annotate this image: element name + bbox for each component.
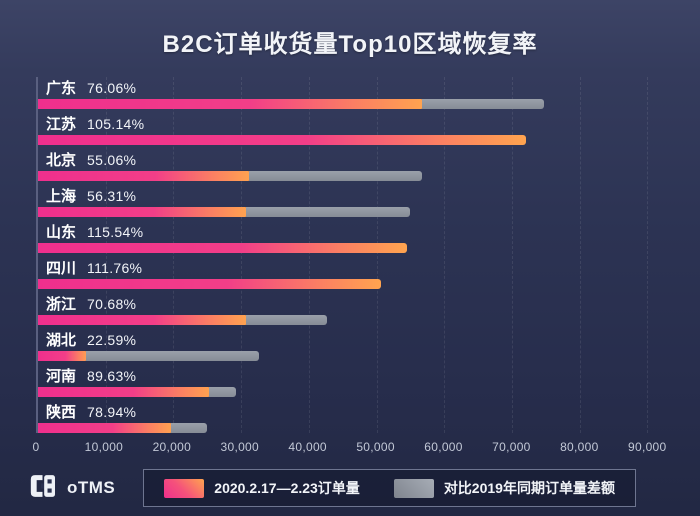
recovery-rate-value: 78.94%: [87, 404, 137, 420]
bar-track: [38, 99, 688, 109]
recovery-rate-value: 22.59%: [87, 332, 137, 348]
chart-row: 江苏 105.14%: [38, 113, 688, 145]
bar-chart: 广东 76.06% 江苏 105.14% 北京 55.06% 上海 5: [32, 77, 688, 456]
recovery-rate-value: 105.14%: [87, 116, 145, 132]
x-axis-tick-label: 70,000: [492, 440, 531, 454]
chart-row: 上海 56.31%: [38, 185, 688, 217]
bar-track: [38, 207, 688, 217]
chart-row: 陕西 78.94%: [38, 401, 688, 433]
legend-label-2019: 对比2019年同期订单量差额: [443, 480, 615, 496]
order-volume-2020-bar: [38, 207, 248, 217]
order-volume-2020-bar: [38, 315, 248, 325]
order-volume-2020-bar: [38, 423, 174, 433]
order-volume-2020-bar: [38, 387, 211, 397]
x-axis-tick-label: 20,000: [152, 440, 192, 454]
difference-2019-bar: [245, 207, 410, 217]
region-label: 陕西: [46, 404, 77, 421]
legend-swatch-2019-icon: [393, 478, 434, 498]
x-axis-tick-label: 30,000: [220, 440, 260, 454]
difference-2019-bar: [208, 387, 236, 397]
chart-title: B2C订单收货量Top10区域恢复率: [162, 31, 538, 58]
region-label: 湖北: [46, 332, 77, 349]
order-volume-2020-bar: [38, 135, 526, 145]
chart-row: 山东 115.54%: [38, 221, 688, 253]
chart-row: 广东 76.06%: [38, 77, 688, 109]
chart-row: 浙江 70.68%: [38, 293, 688, 325]
gridline: [444, 77, 446, 433]
chart-row: 湖北 22.59%: [38, 329, 688, 361]
x-axis-tick-label: 90,000: [627, 440, 667, 454]
bar-track: [38, 423, 688, 433]
legend-label-2020: 2020.2.17—2.23订单量: [214, 480, 360, 496]
bar-track: [38, 315, 688, 325]
chart-legend: 2020.2.17—2.23订单量 对比2019年同期订单量差额: [143, 469, 636, 507]
bar-track: [38, 387, 688, 397]
chart-row: 北京 55.06%: [38, 149, 688, 181]
x-axis-tick-label: 60,000: [424, 440, 463, 454]
x-axis-tick-label: 50,000: [356, 440, 395, 454]
recovery-rate-value: 56.31%: [87, 188, 137, 204]
difference-2019-bar: [86, 351, 260, 361]
otms-logo: oTMS: [30, 474, 116, 502]
x-axis-tick-label: 0: [32, 440, 40, 454]
region-label: 江苏: [46, 116, 77, 133]
region-label: 广东: [46, 80, 77, 97]
difference-2019-bar: [245, 315, 328, 325]
legend-swatch-2020-icon: [164, 478, 205, 498]
gridline: [579, 77, 581, 433]
gridline: [241, 77, 243, 433]
bar-track: [38, 171, 688, 181]
gridline: [376, 77, 378, 433]
region-label: 山东: [46, 224, 77, 241]
order-volume-2020-bar: [38, 99, 424, 109]
region-label: 北京: [46, 152, 77, 169]
x-axis-ticks: 0 10,000 20,000 30,000 40,000 50,000 60,000 70,…: [32, 440, 688, 456]
chart-row: 河南 89.63%: [38, 365, 688, 397]
recovery-rate-value: 115.54%: [87, 224, 144, 240]
order-volume-2020-bar: [38, 351, 89, 361]
legend-item-2020-orders[interactable]: 2020.2.17—2.23订单量: [164, 478, 360, 498]
x-axis-tick-label: 40,000: [288, 440, 327, 454]
recovery-rate-value: 70.68%: [87, 296, 137, 312]
x-axis-tick-label: 10,000: [84, 440, 124, 454]
chart-row: 四川 111.76%: [38, 257, 688, 289]
otms-logo-icon: [30, 474, 60, 502]
order-volume-2020-bar: [38, 279, 382, 289]
bar-track: [38, 351, 688, 361]
region-label: 河南: [46, 368, 77, 385]
chart-rows: 广东 76.06% 江苏 105.14% 北京 55.06% 上海 5: [36, 77, 688, 433]
legend-item-2019-difference[interactable]: 对比2019年同期订单量差额: [393, 478, 615, 498]
bar-track: [38, 135, 688, 145]
gridline: [105, 77, 107, 433]
footer: oTMS 2020.2.17—2.23订单量 对比2019年同期订单量差额: [0, 469, 700, 507]
recovery-rate-value: 76.06%: [87, 80, 137, 96]
region-label: 上海: [46, 188, 77, 205]
gridline: [308, 77, 310, 433]
order-volume-2020-bar: [38, 243, 407, 253]
x-axis-tick-label: 80,000: [560, 440, 599, 454]
gridline: [511, 77, 513, 433]
recovery-rate-value: 89.63%: [87, 368, 137, 384]
otms-logo-text: oTMS: [67, 478, 116, 497]
gridline: [647, 77, 649, 433]
recovery-rate-value: 55.06%: [87, 152, 137, 168]
difference-2019-bar: [171, 423, 207, 433]
recovery-rate-value: 111.76%: [87, 260, 143, 276]
difference-2019-bar: [421, 99, 544, 109]
bar-track: [38, 243, 688, 253]
bar-track: [38, 279, 688, 289]
region-label: 浙江: [46, 296, 77, 313]
region-label: 四川: [46, 260, 77, 277]
order-volume-2020-bar: [38, 171, 252, 181]
gridline: [173, 77, 175, 433]
difference-2019-bar: [249, 171, 422, 181]
